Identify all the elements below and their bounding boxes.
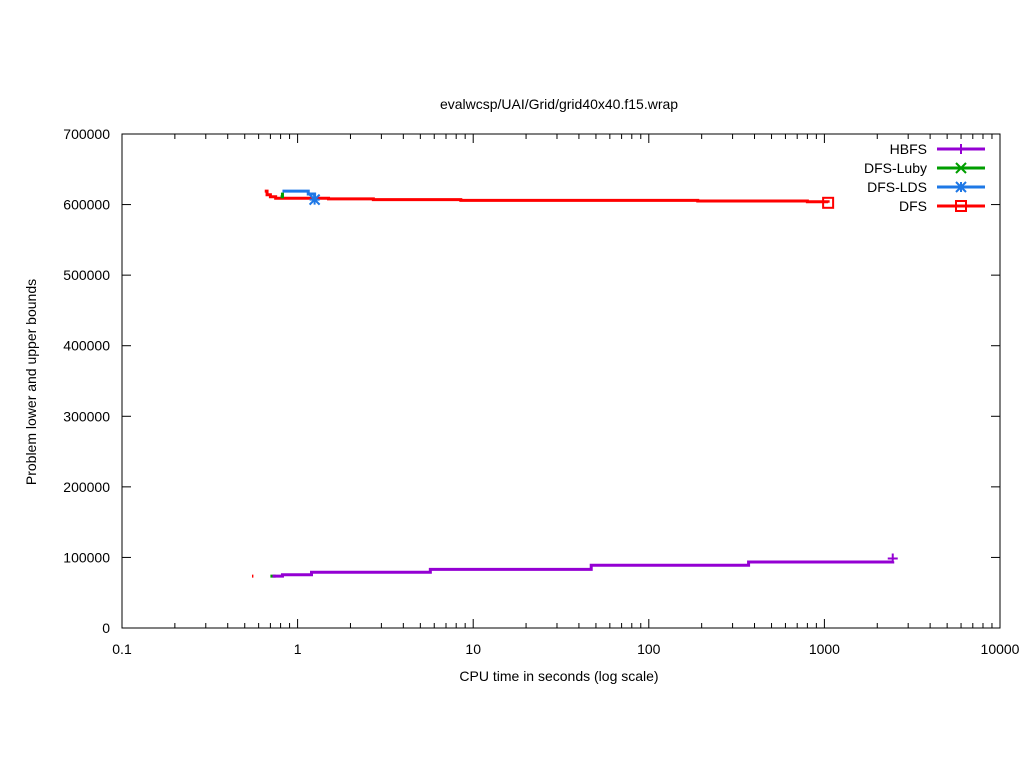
chart-title: evalwcsp/UAI/Grid/grid40x40.f15.wrap: [440, 96, 678, 112]
legend-item: HBFS: [890, 141, 985, 157]
series-end-marker: [887, 553, 898, 564]
x-tick-label: 10000: [981, 641, 1020, 657]
legend-item: DFS-Luby: [864, 160, 985, 176]
y-axis-label: Problem lower and upper bounds: [23, 279, 39, 485]
series-hbfs: [272, 553, 898, 578]
y-tick-label: 200000: [63, 479, 110, 495]
series-end-marker: [822, 196, 835, 209]
y-tick-label: 500000: [63, 267, 110, 283]
y-tick-label: 100000: [63, 549, 110, 565]
y-tick-label: 600000: [63, 197, 110, 213]
legend-marker: [955, 181, 967, 193]
y-tick-label: 300000: [63, 408, 110, 424]
series-upper-bound-line: [280, 192, 284, 199]
y-tick-label: 700000: [63, 126, 110, 142]
legend-label: DFS: [899, 198, 927, 214]
series-upper-bound-line: [264, 189, 830, 204]
legend-item: DFS: [899, 198, 985, 214]
x-tick-label: 100: [637, 641, 661, 657]
legend-item: DFS-LDS: [867, 179, 985, 195]
series-lower-bound-line: [272, 560, 895, 578]
legend-marker: [955, 162, 967, 174]
series-dfs-luby: [270, 192, 284, 578]
series-end-marker: [308, 193, 321, 206]
legend-label: DFS-LDS: [867, 179, 927, 195]
x-tick-label: 1000: [809, 641, 840, 657]
legend-marker: [956, 144, 966, 154]
y-tick-label: 400000: [63, 338, 110, 354]
plot-frame: [121, 133, 1001, 629]
x-axis-label: CPU time in seconds (log scale): [459, 668, 658, 684]
legend-marker: [955, 200, 967, 212]
series-dfs: [252, 189, 835, 578]
legend-label: HBFS: [890, 141, 927, 157]
x-tick-label: 10: [465, 641, 481, 657]
x-tick-label: 0.1: [112, 641, 132, 657]
legend-label: DFS-Luby: [864, 160, 927, 176]
x-tick-label: 1: [294, 641, 302, 657]
y-tick-label: 0: [102, 620, 110, 636]
series-dfs-lds: [282, 189, 321, 206]
